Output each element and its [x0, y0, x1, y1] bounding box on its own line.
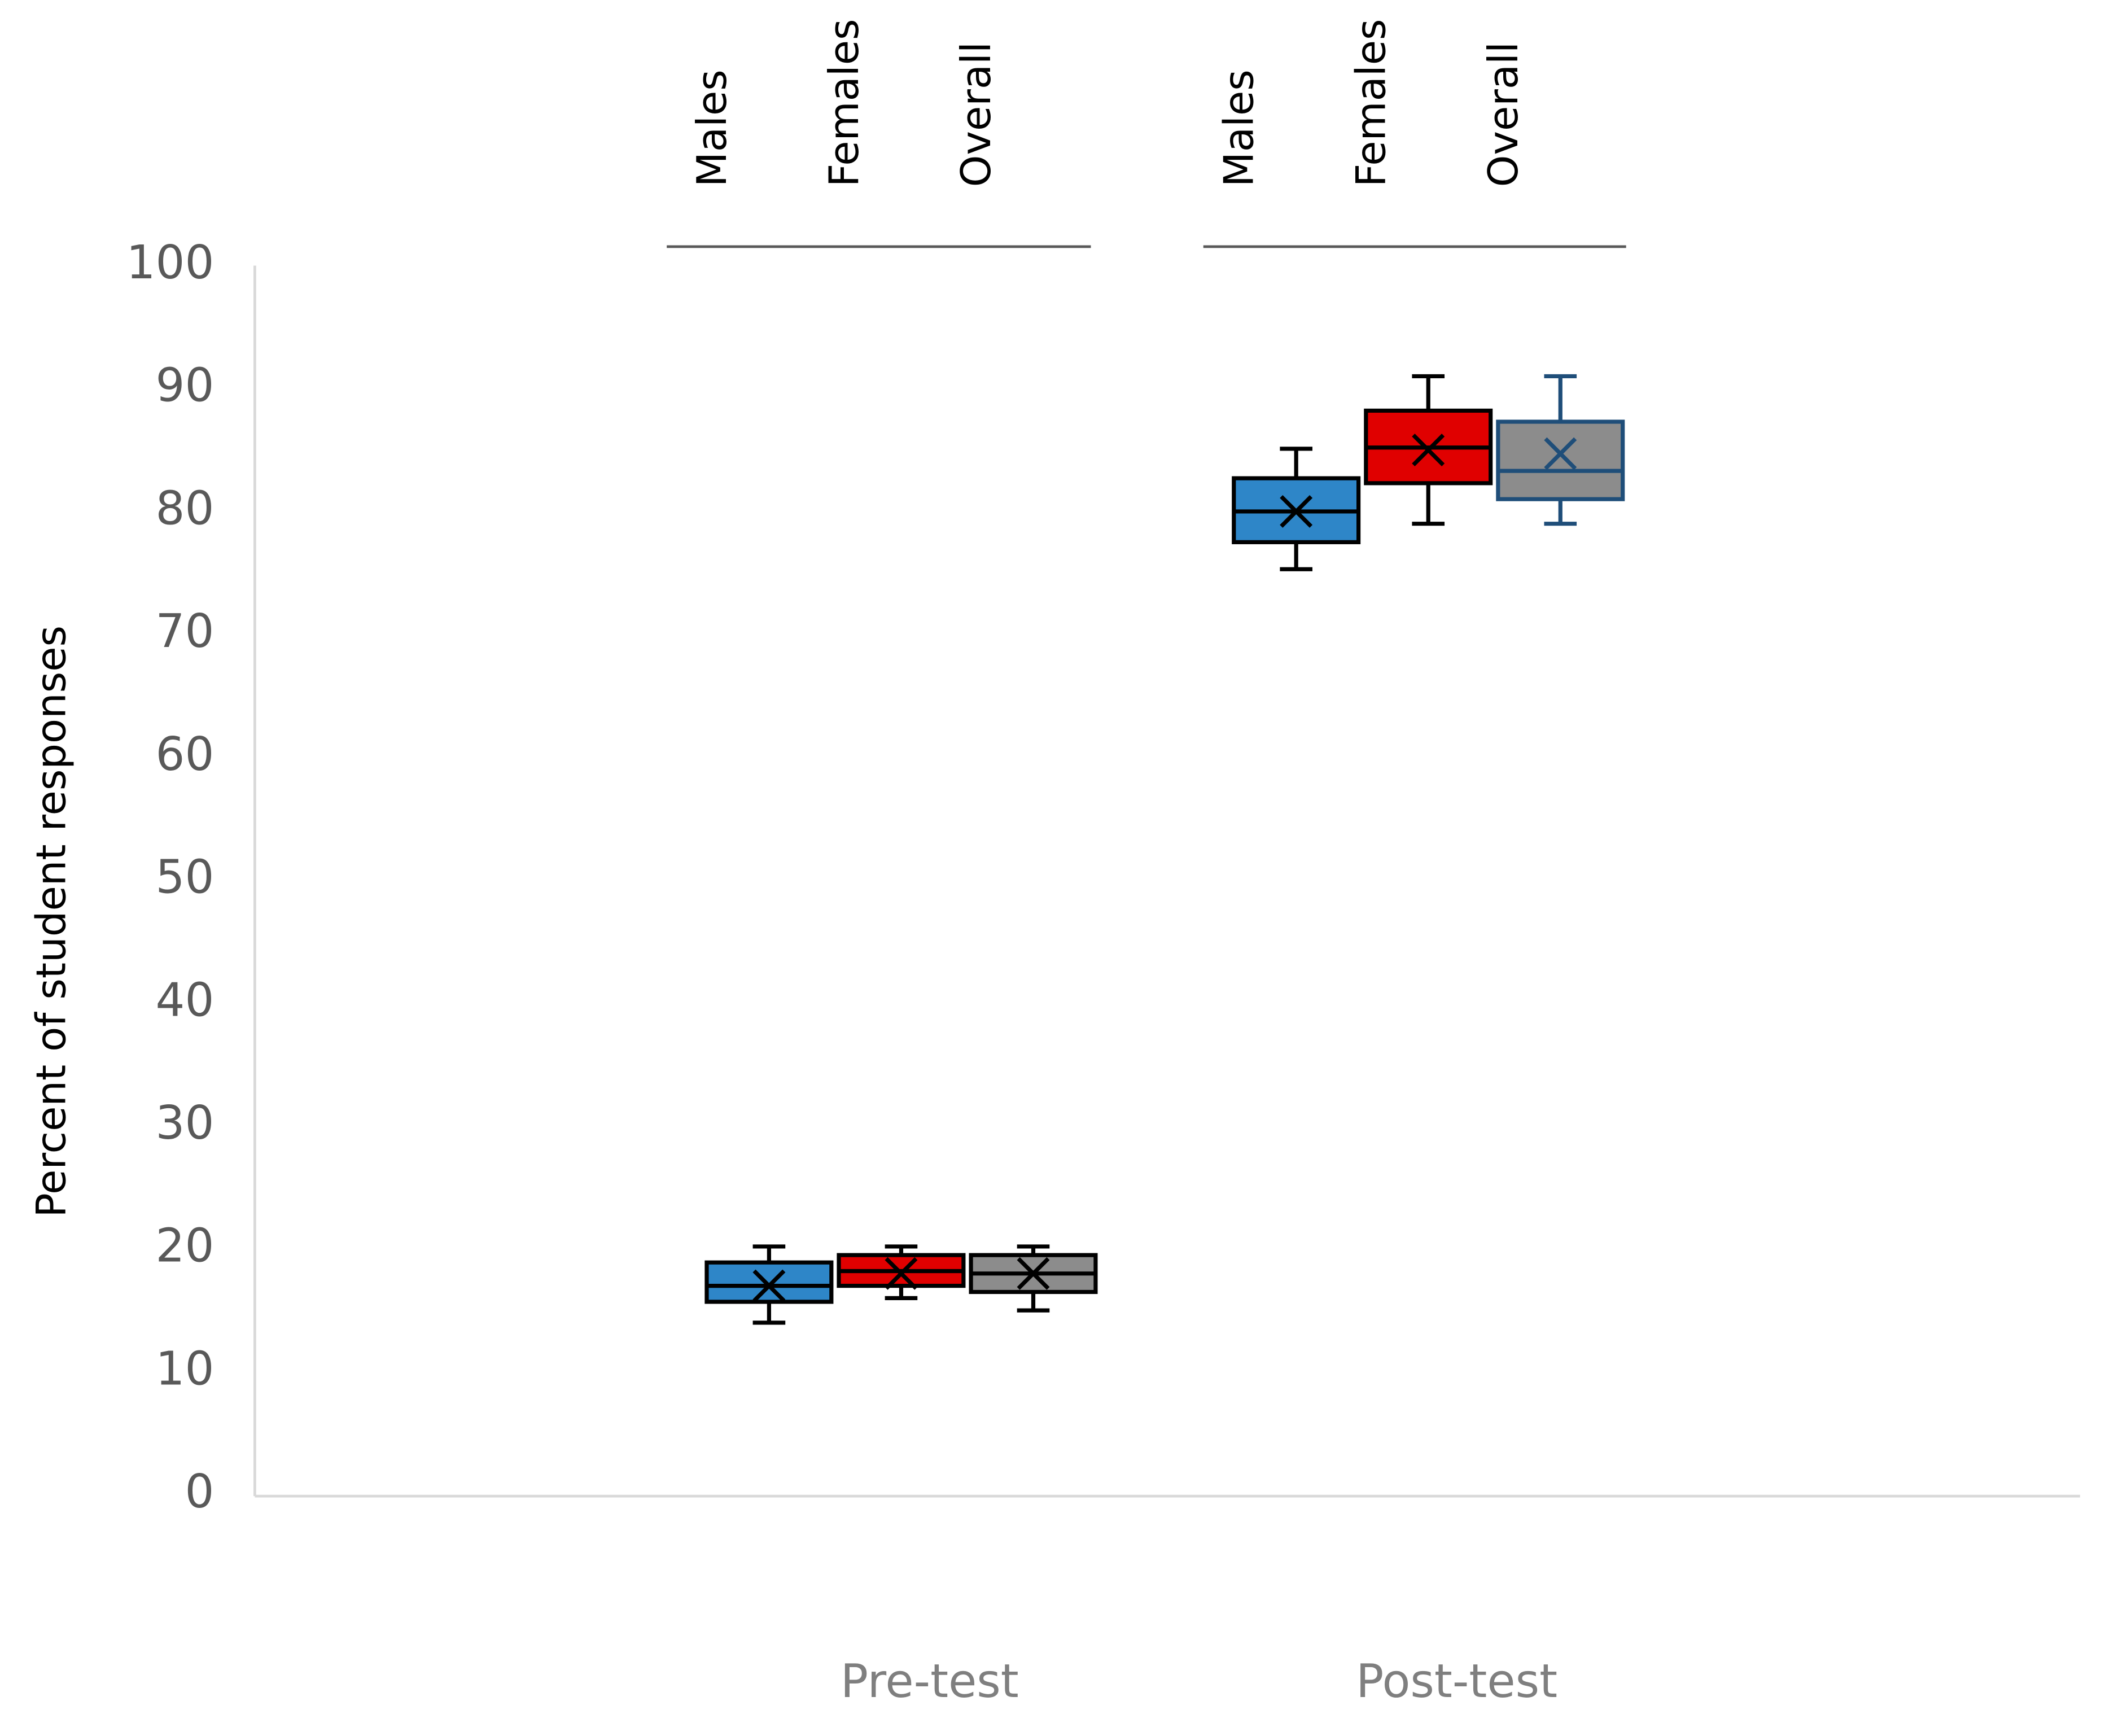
- series-label: Females: [820, 19, 868, 187]
- y-tick-label: 70: [156, 605, 215, 658]
- mean-marker: [1412, 434, 1445, 467]
- series-label: Males: [688, 69, 736, 187]
- y-tick-label: 90: [156, 359, 215, 413]
- y-tick-label: 80: [156, 482, 215, 535]
- y-tick-label: 60: [156, 728, 215, 781]
- y-axis-title: Percent of student responses: [28, 626, 75, 1218]
- mean-marker: [1544, 437, 1577, 470]
- mean-marker: [752, 1269, 786, 1302]
- mean-marker: [1280, 495, 1313, 528]
- x-tick-label: Pre-test: [841, 1655, 1019, 1708]
- x-tick-label: Post-test: [1356, 1655, 1557, 1708]
- series-label: Males: [1215, 69, 1263, 187]
- y-tick-label: 50: [156, 851, 215, 904]
- y-tick-label: 40: [156, 973, 215, 1027]
- y-tick-label: 0: [185, 1465, 214, 1519]
- series-label: Females: [1347, 19, 1395, 187]
- y-tick-label: 10: [156, 1342, 215, 1396]
- mean-marker: [1017, 1257, 1050, 1290]
- y-tick-label: 20: [156, 1219, 215, 1273]
- series-label: Overall: [1480, 42, 1527, 187]
- series-label: Overall: [952, 42, 1000, 187]
- box: [704, 1260, 834, 1304]
- box: [1496, 419, 1625, 501]
- mean-marker: [885, 1257, 918, 1290]
- y-tick-label: 30: [156, 1096, 215, 1150]
- y-tick-label: 100: [126, 236, 215, 290]
